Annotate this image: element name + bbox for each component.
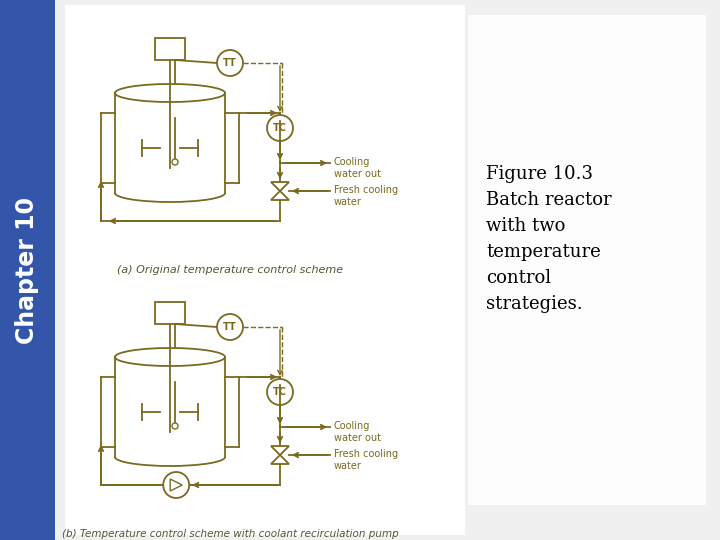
Text: TT: TT [223,322,237,332]
Text: Cooling
water out: Cooling water out [334,421,381,443]
Text: strategies.: strategies. [486,295,582,313]
Circle shape [172,423,178,429]
Text: TC: TC [273,387,287,397]
Text: with two: with two [486,217,565,235]
Bar [0,0,55,540]
Text: Fresh cooling
water: Fresh cooling water [334,449,398,470]
Circle shape [172,159,178,165]
Bar [155,38,185,60]
Polygon shape [271,446,289,455]
Polygon shape [271,455,289,464]
Circle shape [267,115,293,141]
Text: Figure 10.3: Figure 10.3 [486,165,593,183]
Text: TT: TT [223,58,237,68]
Circle shape [267,379,293,405]
Text: Chapter 10: Chapter 10 [16,197,40,343]
Text: Batch reactor: Batch reactor [486,191,611,209]
Polygon shape [271,191,289,200]
Circle shape [217,314,243,340]
Polygon shape [271,182,289,191]
Text: Fresh cooling
water: Fresh cooling water [334,185,398,207]
Circle shape [217,50,243,76]
Text: temperature: temperature [486,243,600,261]
Text: (a) Original temperature control scheme: (a) Original temperature control scheme [117,265,343,275]
Text: Cooling
water out: Cooling water out [334,157,381,179]
Text: TC: TC [273,123,287,133]
Circle shape [163,472,189,498]
Bar [155,302,185,324]
Bar [65,5,465,535]
Text: (b) Temperature control scheme with coolant recirculation pump: (b) Temperature control scheme with cool… [62,529,398,539]
Bar [468,15,706,505]
Text: control: control [486,269,551,287]
